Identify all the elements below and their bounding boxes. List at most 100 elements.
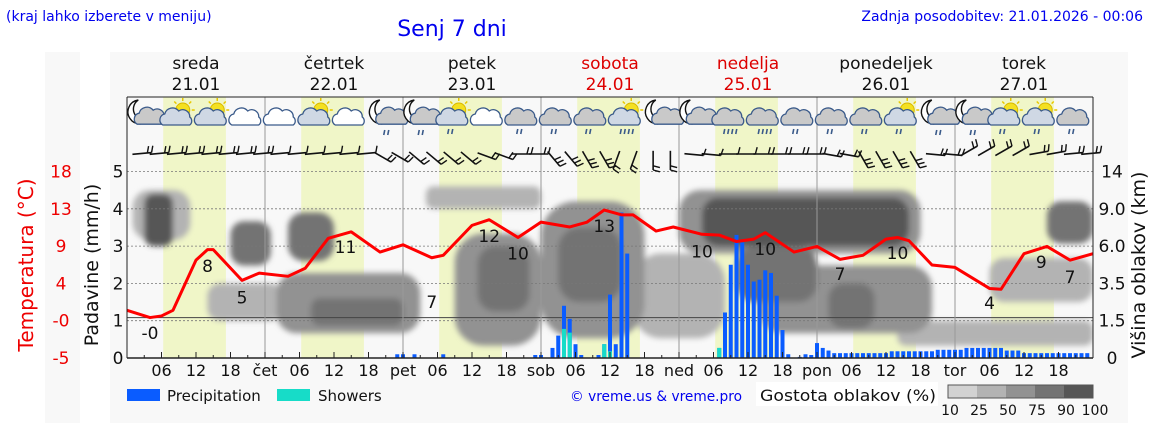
- barb-flag: [853, 149, 859, 157]
- wind-barb: [718, 147, 741, 155]
- barb-flag: [880, 158, 889, 162]
- precip-bar: [809, 355, 814, 358]
- cloud-shape: [780, 107, 814, 126]
- barb-flag: [863, 158, 871, 162]
- rain-drop: [864, 128, 868, 135]
- cloud-scale-swatch: [1035, 385, 1064, 398]
- cloud-scale-label: 10: [941, 403, 959, 419]
- barb-flag: [471, 156, 479, 163]
- precip-bar: [912, 351, 917, 358]
- credit-link[interactable]: © vreme.us & vreme.pro: [570, 389, 742, 405]
- cloud-shape: [228, 107, 262, 126]
- location-hint[interactable]: (kraj lahko izberete v meniju): [6, 9, 212, 25]
- barb-flag: [530, 147, 534, 155]
- wind-barb: [546, 151, 567, 167]
- barb-flag: [340, 145, 344, 153]
- barb-flag: [652, 169, 661, 173]
- precip-bar: [441, 354, 446, 358]
- barb-shaft: [460, 151, 477, 165]
- precip-bar: [1027, 353, 1032, 358]
- barb-flag: [1095, 145, 1099, 154]
- precip-tick-label: 3: [113, 237, 124, 257]
- precip-bar: [1050, 353, 1055, 358]
- barb-shaft: [373, 151, 392, 163]
- wind-barb: [875, 150, 893, 169]
- barb-shaft: [839, 152, 859, 158]
- precip-bar: [751, 281, 756, 358]
- cloud-rain-icon: [849, 107, 883, 135]
- sun-cloud-rain-icon: [987, 98, 1023, 135]
- temp-tick-label: 9: [56, 237, 67, 257]
- sun-cloud-rain-icon: [435, 98, 471, 135]
- barb-flag: [806, 147, 810, 155]
- barb-flag: [587, 158, 595, 162]
- wind-barb: [977, 139, 996, 157]
- barb-flag: [631, 164, 638, 170]
- barb-flag: [420, 156, 427, 163]
- rain-drop: [765, 128, 769, 135]
- cloud-scale-label: 100: [1082, 403, 1109, 419]
- x-day-label: pon: [802, 361, 832, 380]
- temperature-label: 7: [835, 265, 846, 285]
- rain-drop: [998, 128, 1002, 135]
- sun-ray: [464, 100, 468, 105]
- x-hour-label: 06: [151, 361, 171, 380]
- rain-drop: [1002, 128, 1006, 135]
- cloud-icon: [262, 107, 296, 126]
- barb-flag: [988, 141, 992, 149]
- temperature-label: 11: [335, 238, 357, 258]
- cloud-shape: [573, 107, 607, 126]
- barb-flag: [823, 147, 827, 155]
- rain-drop: [938, 129, 942, 136]
- rain-drop: [969, 129, 973, 136]
- precip-bar: [786, 354, 791, 358]
- barb-shaft: [701, 152, 721, 157]
- barb-shaft: [304, 151, 325, 156]
- showers-bar: [567, 332, 572, 358]
- cloud-height-axis-title: Višina oblakov (km): [1128, 172, 1150, 359]
- x-hour-label: 18: [1048, 361, 1068, 380]
- precip-bar: [780, 330, 785, 358]
- sun-ray: [208, 100, 212, 105]
- rain-drop: [899, 128, 903, 135]
- cloud-icon: [228, 107, 262, 126]
- cloud-shape: [607, 107, 641, 126]
- barb-shaft: [875, 150, 887, 169]
- barb-flag: [737, 147, 741, 155]
- barb-shaft: [564, 151, 578, 167]
- barb-flag: [784, 147, 789, 155]
- barb-flag: [219, 145, 223, 153]
- barb-shaft: [270, 151, 290, 156]
- cloud-height-tick-label: 1.5: [1098, 312, 1125, 332]
- barb-shaft: [1081, 151, 1101, 156]
- precip-bar: [533, 355, 538, 358]
- precip-bar: [619, 212, 624, 358]
- x-hour-label: 06: [565, 361, 585, 380]
- sun-ray: [1051, 100, 1055, 105]
- wind-barb: [460, 151, 482, 165]
- barb-shaft: [822, 152, 842, 158]
- cloud-density-blob: [477, 246, 530, 312]
- barb-flag: [670, 169, 678, 173]
- barb-flag: [202, 145, 206, 153]
- cloud-density-blob: [558, 227, 622, 303]
- barb-shaft: [166, 151, 187, 156]
- showers-bar: [602, 344, 607, 358]
- barb-flag: [554, 156, 562, 161]
- day-name: sobota: [581, 54, 639, 74]
- wind-barb: [391, 151, 414, 163]
- barb-shaft: [977, 145, 996, 157]
- precip-bar: [1068, 353, 1072, 358]
- barb-flag: [1060, 144, 1063, 153]
- precip-bar: [803, 354, 808, 358]
- barb-shaft: [408, 151, 425, 165]
- barb-shaft: [235, 151, 256, 156]
- barb-flag: [754, 147, 758, 155]
- temperature-label: 8: [202, 257, 213, 277]
- cloud-density-blob: [311, 298, 403, 326]
- sun-ray: [311, 100, 315, 105]
- cloud-shape: [159, 107, 193, 126]
- barb-flag: [1009, 139, 1013, 147]
- rain-drop: [386, 129, 390, 136]
- barb-shaft: [581, 150, 593, 169]
